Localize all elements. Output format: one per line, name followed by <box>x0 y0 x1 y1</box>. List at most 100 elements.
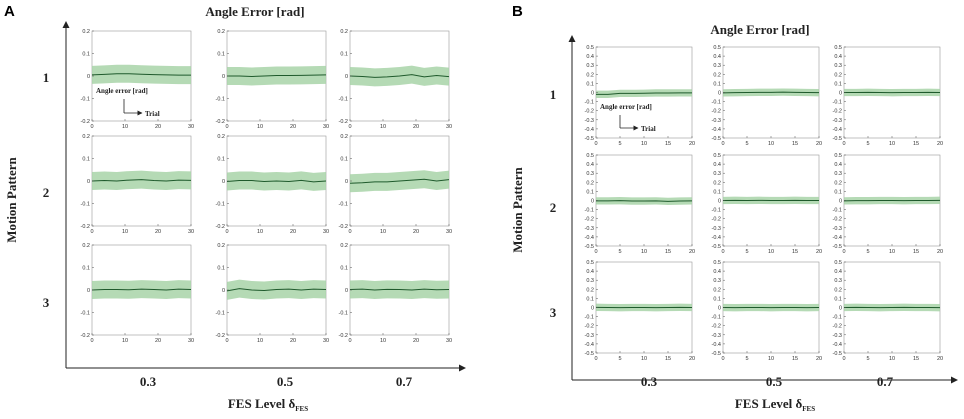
x-tick-label: 10 <box>768 141 774 147</box>
y-tick-label: 0 <box>718 306 721 312</box>
x-tick-label: 10 <box>257 338 263 344</box>
x-tick-label: 20 <box>689 249 695 255</box>
x-tick-label: 15 <box>792 249 798 255</box>
x-tick-label: 0 <box>225 124 228 130</box>
x-tick-label: 20 <box>290 338 296 344</box>
panel-b-title: Angle Error [rad] <box>710 22 809 37</box>
y-tick-label: 0.2 <box>834 180 842 186</box>
panel-a-x-label: FES Level δFES <box>228 396 308 413</box>
y-tick-label: 0.2 <box>217 243 225 249</box>
y-tick-label: -0.3 <box>585 226 594 232</box>
x-tick-label: 5 <box>618 141 621 147</box>
panel-b-x-label: FES Level δFES <box>735 396 815 413</box>
y-tick-label: -0.4 <box>585 235 594 241</box>
y-tick-label: 0.2 <box>713 72 721 78</box>
y-tick-label: 0.1 <box>586 189 594 195</box>
y-tick-label: 0.2 <box>586 287 594 293</box>
panel-a-annotation-y: Angle error [rad] <box>96 87 148 95</box>
y-tick-label: 0.1 <box>217 52 225 58</box>
x-tick-label: 30 <box>188 124 194 130</box>
x-tick-label: 15 <box>665 249 671 255</box>
y-tick-label: -0.2 <box>833 217 842 223</box>
y-tick-label: 0.5 <box>834 260 842 266</box>
x-tick-label: 20 <box>290 229 296 235</box>
x-tick-label: 20 <box>937 249 943 255</box>
x-tick-label: 10 <box>122 124 128 130</box>
panel-b: B Angle Error [rad] Motion Pattern 1 2 3… <box>510 3 957 413</box>
y-tick-label: -0.4 <box>712 235 721 241</box>
panel-a-x-label-sub: FES <box>295 405 308 413</box>
x-tick-label: 10 <box>889 141 895 147</box>
x-tick-label: 30 <box>323 229 329 235</box>
x-tick-label: 0 <box>721 356 724 362</box>
x-tick-label: 30 <box>323 124 329 130</box>
y-tick-label: -0.2 <box>585 109 594 115</box>
y-tick-label: 0.3 <box>713 278 721 284</box>
panel-a-title: Angle Error [rad] <box>205 4 304 19</box>
x-tick-label: 0 <box>721 141 724 147</box>
y-tick-label: -0.1 <box>833 100 842 106</box>
y-tick-label: 0 <box>87 288 90 294</box>
y-tick-label: -0.2 <box>833 324 842 330</box>
x-tick-label: 10 <box>380 229 386 235</box>
x-tick-label: 0 <box>348 124 351 130</box>
y-tick-label: 0 <box>222 288 225 294</box>
x-tick-label: 0 <box>90 338 93 344</box>
x-tick-label: 0 <box>842 141 845 147</box>
mean-line <box>596 201 692 202</box>
y-tick-label: -0.3 <box>833 333 842 339</box>
y-tick-label: 0 <box>839 306 842 312</box>
x-tick-label: 5 <box>618 356 621 362</box>
panel-letter-a: A <box>4 3 15 20</box>
x-tick-label: 10 <box>641 249 647 255</box>
y-tick-label: 0.1 <box>713 81 721 87</box>
x-tick-label: 30 <box>446 229 452 235</box>
panel-b-annotation-x: Trial <box>641 125 656 133</box>
panel-a-row-label-2: 2 <box>43 185 50 200</box>
x-tick-label: 10 <box>768 356 774 362</box>
y-tick-label: -0.1 <box>833 208 842 214</box>
y-tick-label: -0.2 <box>339 224 348 230</box>
y-tick-label: -0.5 <box>712 244 721 250</box>
y-tick-label: -0.2 <box>81 119 90 125</box>
x-tick-label: 10 <box>889 249 895 255</box>
panel-b-annotation-y: Angle error [rad] <box>600 103 652 111</box>
x-tick-label: 5 <box>866 356 869 362</box>
y-tick-label: -0.4 <box>833 235 842 241</box>
y-tick-label: 0.1 <box>586 81 594 87</box>
y-tick-label: 0.2 <box>340 134 348 140</box>
x-tick-label: 5 <box>745 249 748 255</box>
y-tick-label: 0 <box>87 179 90 185</box>
x-tick-label: 0 <box>90 124 93 130</box>
y-tick-label: -0.4 <box>712 127 721 133</box>
panel-b-y-label: Motion Pattern <box>510 166 525 252</box>
y-tick-label: -0.2 <box>339 119 348 125</box>
y-tick-label: -0.1 <box>81 97 90 103</box>
y-tick-label: -0.3 <box>585 118 594 124</box>
y-tick-label: 0.5 <box>713 260 721 266</box>
panel-a: A Angle Error [rad] Motion Pattern 1 2 3… <box>4 3 465 413</box>
y-tick-label: -0.2 <box>833 109 842 115</box>
x-tick-label: 20 <box>155 229 161 235</box>
y-tick-label: 0.4 <box>586 269 594 275</box>
x-tick-label: 15 <box>792 141 798 147</box>
y-tick-label: -0.5 <box>833 244 842 250</box>
x-tick-label: 20 <box>290 124 296 130</box>
y-tick-label: 0.4 <box>586 54 594 60</box>
x-tick-label: 5 <box>866 141 869 147</box>
panel-a-col-label-2: 0.5 <box>277 374 294 389</box>
y-tick-label: 0.4 <box>586 162 594 168</box>
x-tick-label: 20 <box>155 124 161 130</box>
y-tick-label: 0.2 <box>713 287 721 293</box>
x-tick-label: 20 <box>816 249 822 255</box>
y-tick-label: 0 <box>591 306 594 312</box>
x-tick-label: 10 <box>257 124 263 130</box>
y-tick-label: 0.1 <box>713 189 721 195</box>
y-tick-label: -0.5 <box>712 136 721 142</box>
